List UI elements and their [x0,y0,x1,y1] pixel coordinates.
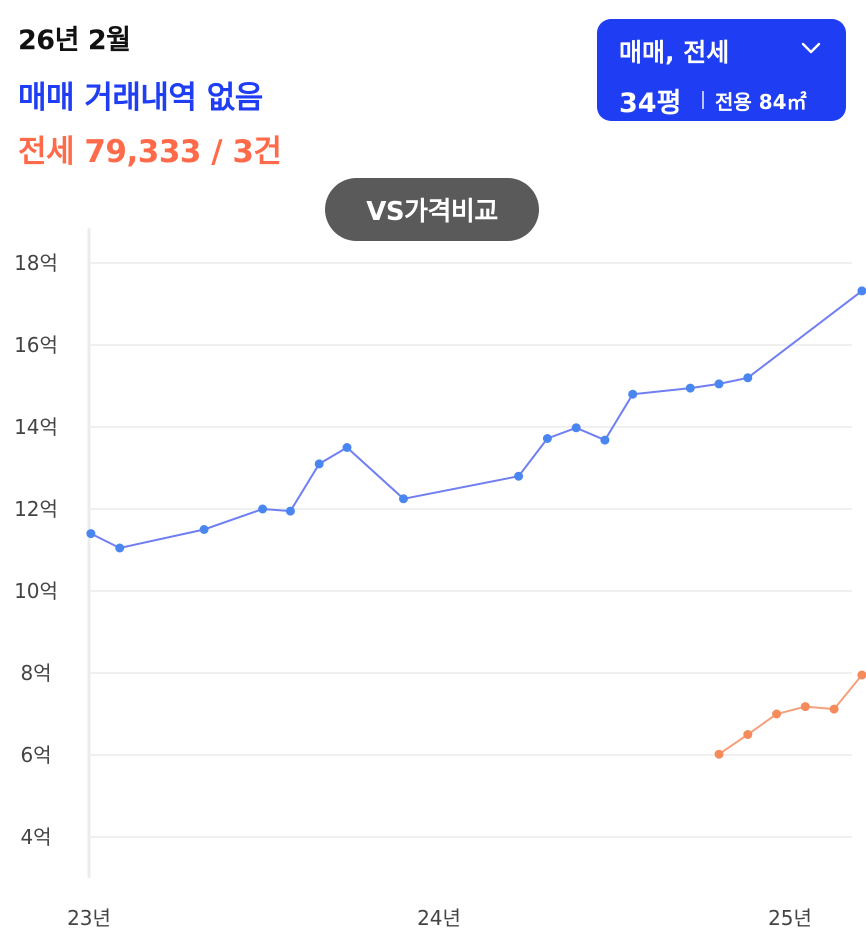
jeonse-point [829,704,839,714]
sale-point [199,525,209,534]
sale-point [285,506,295,516]
jeonse-point [857,670,866,680]
y-tick-label: 8억 [20,661,51,685]
sale-point [714,379,724,389]
pyeong-label: 34평 [619,88,682,119]
y-tick-label: 18억 [14,251,58,275]
sale-point [115,543,125,553]
chevron-down-icon [801,42,821,54]
y-tick-label: 4억 [20,825,51,849]
compare-price-button[interactable]: VS가격비교 [325,178,539,241]
sale-point [86,529,96,539]
jeonse-point [714,749,724,759]
sale-status: 매매 거래내역 없음 [18,80,263,116]
sale-point [685,383,695,393]
x-tick-label: 25년 [768,906,812,930]
period-label: 26년 2월 [18,25,131,56]
y-tick-label: 16억 [14,333,58,357]
y-tick-label: 10억 [14,579,58,603]
sale-point [857,286,866,296]
jeonse-point [743,730,753,739]
sale-point [258,504,268,514]
sale-point [600,435,610,445]
y-tick-label: 12억 [14,497,58,521]
jeonse-point [772,709,782,719]
sale-point [542,434,552,443]
sale-point [342,443,352,452]
sale-point [571,423,581,433]
trade-type-dropdown[interactable]: 매매, 전세 34평 전용 84㎡ [597,19,846,121]
jeonse-price-line [718,674,863,756]
divider [702,91,704,109]
y-tick-label: 6억 [20,743,51,767]
sale-point [399,494,408,504]
sale-point [514,471,524,481]
jeonse-point [800,702,810,712]
trade-type-label: 매매, 전세 [619,38,730,67]
jeonse-summary: 전세 79,333 / 3건 [18,134,282,170]
x-tick-label: 23년 [67,906,111,930]
sale-point [314,459,324,469]
x-tick-label: 24년 [417,906,461,930]
area-label: 전용 84㎡ [715,90,807,114]
y-tick-label: 14억 [14,415,58,439]
sale-point [628,389,638,399]
sale-point [743,373,753,383]
